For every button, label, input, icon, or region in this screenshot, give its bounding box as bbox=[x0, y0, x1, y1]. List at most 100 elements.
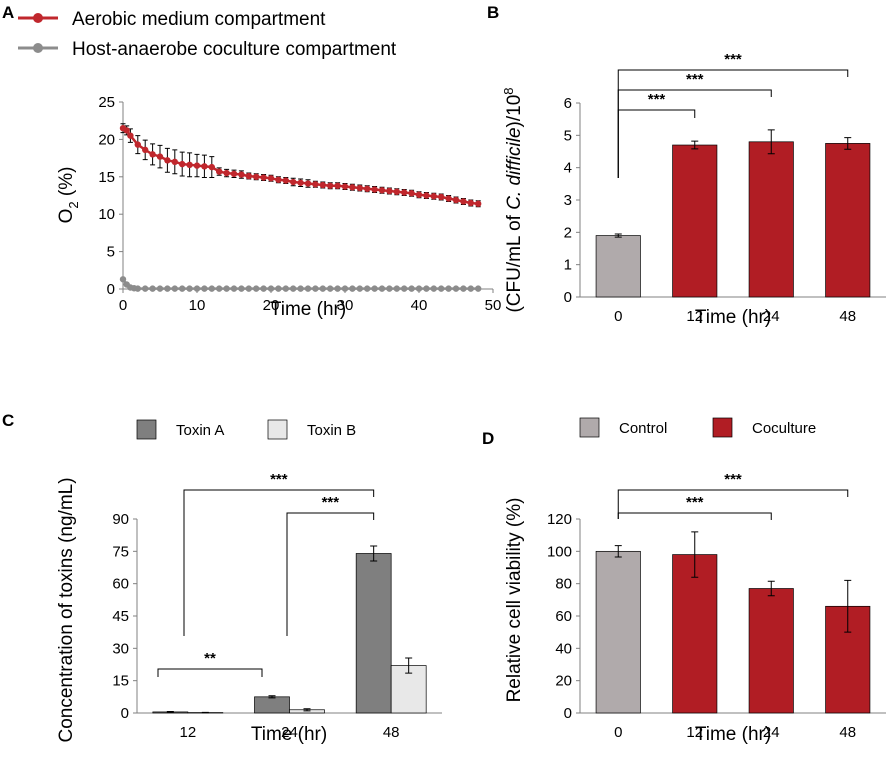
x-tick-label: 24 bbox=[763, 308, 780, 325]
x-tick-label: 24 bbox=[763, 724, 780, 741]
series-1-point bbox=[319, 285, 326, 292]
series-1-point bbox=[378, 285, 386, 292]
bar-series-0 bbox=[254, 696, 290, 714]
bar bbox=[748, 141, 794, 298]
y-tick-label: 30 bbox=[112, 640, 129, 657]
error-bar bbox=[614, 545, 622, 558]
y-axis-title-sub: 2 bbox=[66, 201, 81, 208]
y-tick-label: 20 bbox=[555, 673, 572, 690]
y-tick-label: 15 bbox=[98, 169, 115, 186]
error-bar-series-1 bbox=[405, 657, 413, 674]
series-1-point bbox=[164, 285, 171, 292]
series-0-point bbox=[297, 179, 304, 186]
series-0-point bbox=[438, 193, 445, 201]
series-0-point bbox=[386, 187, 393, 195]
y-tick-label: 1 bbox=[564, 257, 572, 274]
x-tick-label: 50 bbox=[485, 297, 502, 314]
y-tick-label: 3 bbox=[564, 192, 572, 209]
y-tick-label: 2 bbox=[564, 224, 572, 241]
series-0-point bbox=[267, 175, 275, 182]
series-1-point bbox=[445, 285, 452, 292]
series-0-point bbox=[290, 178, 297, 186]
series-1-point bbox=[341, 285, 349, 292]
y-axis-title-main: O bbox=[56, 209, 77, 224]
x-tick-label: 0 bbox=[119, 297, 127, 314]
y-tick-label: 100 bbox=[547, 543, 572, 560]
series-0-point bbox=[371, 186, 378, 193]
series-1-point bbox=[275, 285, 282, 292]
series-1-point bbox=[401, 285, 408, 292]
bar bbox=[672, 144, 718, 298]
x-tick-label: 40 bbox=[411, 297, 428, 314]
series-0-point bbox=[430, 193, 437, 200]
series-1-point bbox=[171, 285, 178, 292]
series-0-point bbox=[393, 188, 400, 195]
series-1-point bbox=[415, 285, 423, 292]
y-tick-label: 25 bbox=[98, 94, 115, 111]
series-0-point bbox=[460, 198, 467, 205]
series-0-point bbox=[253, 173, 260, 180]
x-axis-title: Time (hr) bbox=[695, 724, 771, 745]
x-tick-label: 48 bbox=[383, 724, 400, 741]
legend-label-anaerobe: Host-anaerobe coculture compartment bbox=[72, 39, 397, 60]
series-1-point bbox=[186, 285, 193, 292]
series-1-point bbox=[327, 285, 334, 292]
significance-bracket bbox=[617, 489, 849, 519]
series-1-point bbox=[193, 285, 201, 292]
y-tick-label: 20 bbox=[98, 131, 115, 148]
x-tick-label: 24 bbox=[281, 724, 298, 741]
series-0-point bbox=[216, 168, 223, 175]
series-0-point bbox=[467, 199, 474, 207]
series-0-point bbox=[312, 181, 319, 188]
series-0-point bbox=[223, 169, 230, 177]
panel-letter-a: A bbox=[2, 3, 14, 22]
significance-bracket bbox=[617, 512, 772, 520]
y-tick-label: 0 bbox=[107, 281, 115, 298]
series-1-point bbox=[334, 285, 341, 292]
series-1-point bbox=[260, 285, 267, 292]
series-0-point bbox=[364, 185, 371, 192]
series-0-point bbox=[142, 146, 149, 154]
series-1-point bbox=[438, 285, 445, 292]
series-0-point bbox=[238, 171, 245, 178]
series-0-point bbox=[179, 160, 186, 168]
series-0-point bbox=[423, 192, 430, 199]
series-1-point bbox=[156, 285, 164, 292]
series-0-point bbox=[127, 132, 134, 139]
x-tick-label: 0 bbox=[614, 308, 622, 325]
series-1-point bbox=[149, 285, 156, 292]
series-1-point bbox=[119, 276, 127, 283]
series-0-point bbox=[452, 196, 460, 204]
y-axis-title-post: )/10 bbox=[504, 95, 525, 128]
series-1-point bbox=[408, 285, 415, 292]
series-1-point bbox=[393, 285, 400, 292]
error-bar bbox=[844, 137, 852, 150]
series-1-point bbox=[238, 285, 245, 292]
y-tick-label: 5 bbox=[107, 244, 115, 261]
x-axis-title: Time (hr) bbox=[251, 724, 327, 745]
significance-bracket bbox=[183, 489, 375, 636]
significance-bracket-label: *** bbox=[686, 71, 704, 88]
error-bar bbox=[691, 140, 699, 150]
series-0-point bbox=[304, 180, 312, 187]
series-1-point bbox=[267, 285, 275, 292]
series-0-point bbox=[186, 161, 193, 169]
series-0-point bbox=[415, 191, 423, 198]
series-1-point bbox=[282, 285, 289, 292]
series-0-point bbox=[260, 174, 267, 181]
series-0-point bbox=[282, 177, 289, 184]
legend-label-coculture: Coculture bbox=[752, 420, 816, 437]
legend-label-control: Control bbox=[619, 420, 667, 437]
error-bar-series-0 bbox=[370, 545, 378, 562]
series-1-point bbox=[230, 285, 238, 292]
series-0-point bbox=[334, 182, 341, 189]
bar bbox=[595, 235, 641, 298]
y-axis-title-sup: 8 bbox=[501, 87, 516, 94]
series-0-point bbox=[193, 162, 201, 169]
series-0-point bbox=[408, 190, 415, 197]
error-bar bbox=[844, 579, 852, 633]
legend-swatch-coculture bbox=[712, 417, 733, 438]
error-bar bbox=[767, 580, 775, 597]
series-0-point bbox=[356, 184, 363, 192]
